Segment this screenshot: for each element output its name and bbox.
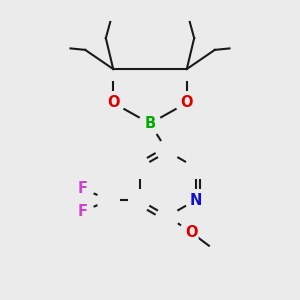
Text: B: B [144, 116, 156, 131]
Text: O: O [181, 95, 193, 110]
Text: N: N [190, 193, 202, 208]
Text: O: O [107, 95, 119, 110]
Text: F: F [77, 204, 87, 219]
Text: F: F [77, 181, 87, 196]
Text: O: O [185, 225, 197, 240]
